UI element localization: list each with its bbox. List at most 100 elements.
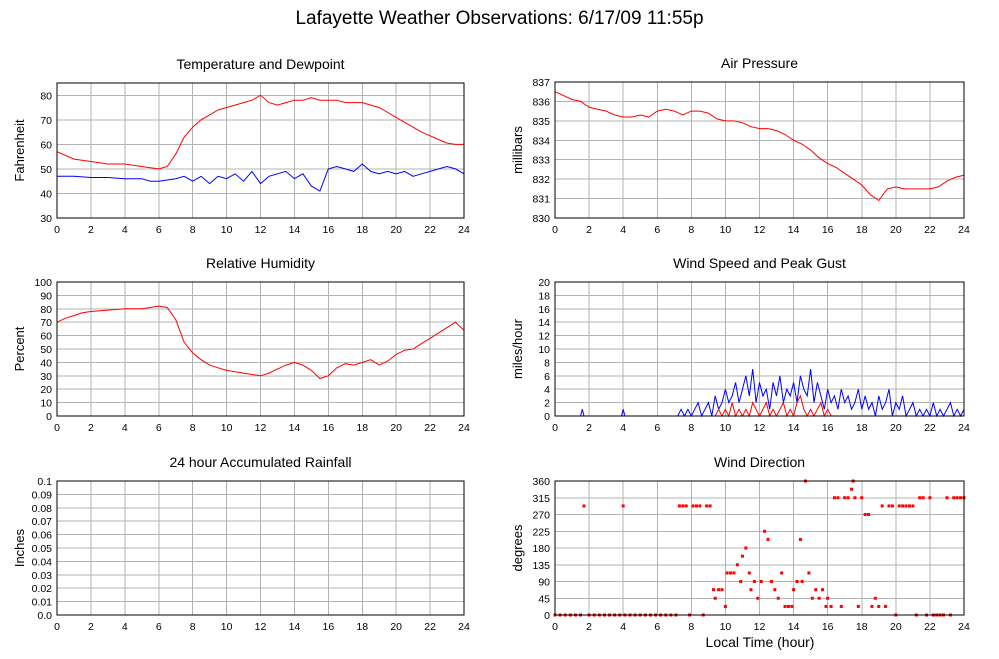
data-point xyxy=(821,588,825,592)
x-tick-label: 10 xyxy=(221,422,233,434)
data-point xyxy=(795,580,799,583)
y-tick-label: 20 xyxy=(40,384,52,396)
y-tick-label: 0.0 xyxy=(37,610,52,622)
y-tick-label: 832 xyxy=(532,174,550,186)
y-tick-label: 0 xyxy=(46,411,52,423)
data-point xyxy=(776,596,780,600)
data-point xyxy=(921,496,925,500)
y-tick-label: 0.08 xyxy=(32,503,53,515)
data-point xyxy=(810,596,814,600)
data-point xyxy=(807,571,811,575)
x-tick-label: 16 xyxy=(822,224,834,236)
x-tick-label: 10 xyxy=(720,224,732,236)
x-tick-label: 6 xyxy=(654,422,660,434)
x-tick-label: 20 xyxy=(890,224,902,236)
data-point xyxy=(732,571,736,575)
x-tick-label: 18 xyxy=(856,621,868,633)
x-tick-label: 16 xyxy=(822,621,834,633)
x-tick-label: 22 xyxy=(424,422,436,434)
x-tick-label: 24 xyxy=(458,422,470,434)
data-point xyxy=(681,504,685,508)
x-tick-label: 12 xyxy=(754,621,766,633)
plot-frame xyxy=(554,81,965,219)
series-line-1 xyxy=(57,163,465,192)
data-point xyxy=(792,588,796,592)
data-point xyxy=(783,604,787,608)
data-point xyxy=(817,596,821,600)
x-tick-label: 4 xyxy=(620,422,626,434)
x-tick-label: 18 xyxy=(856,422,868,434)
data-point xyxy=(945,496,949,500)
y-tick-label: 0.06 xyxy=(32,530,53,542)
data-point xyxy=(684,504,688,508)
y-tick-label: 8 xyxy=(544,357,550,369)
data-point xyxy=(826,596,830,600)
y-tick-label: 70 xyxy=(40,317,52,329)
x-tick-label: 2 xyxy=(586,621,592,633)
y-tick-label: 180 xyxy=(532,543,550,555)
data-point xyxy=(832,496,836,500)
x-tick-label: 20 xyxy=(890,621,902,633)
x-tick-label: 10 xyxy=(720,621,732,633)
data-point xyxy=(752,580,756,583)
plot-frame xyxy=(554,480,965,616)
x-tick-label: 6 xyxy=(156,422,162,434)
y-tick-label: 0.03 xyxy=(32,570,53,582)
plot-frame xyxy=(56,82,465,219)
data-point xyxy=(735,563,739,567)
y-tick-label: 18 xyxy=(538,290,550,302)
page-title: Lafayette Weather Observations: 6/17/09 … xyxy=(295,8,704,29)
x-tick-label: 18 xyxy=(356,621,368,633)
chart-title: Air Pressure xyxy=(721,55,798,71)
data-point xyxy=(901,504,905,508)
y-tick-label: 0.07 xyxy=(32,516,53,528)
data-point xyxy=(769,580,773,583)
y-axis-label: millibars xyxy=(510,126,525,174)
data-point xyxy=(756,596,760,600)
data-point xyxy=(713,596,717,600)
y-tick-label: 0 xyxy=(544,610,550,622)
x-tick-label: 10 xyxy=(221,224,233,236)
y-tick-label: 225 xyxy=(532,526,550,538)
x-tick-label: 8 xyxy=(190,422,196,434)
data-point xyxy=(725,571,729,575)
data-point xyxy=(850,487,854,491)
x-tick-label: 2 xyxy=(586,422,592,434)
y-tick-label: 0 xyxy=(544,411,550,423)
data-point xyxy=(800,580,804,583)
chart-title: Relative Humidity xyxy=(206,255,315,271)
y-tick-label: 50 xyxy=(40,164,52,176)
y-tick-label: 100 xyxy=(34,277,52,289)
x-tick-label: 14 xyxy=(788,224,800,236)
data-point xyxy=(887,504,891,508)
series-line-0 xyxy=(56,305,465,380)
chart-title: 24 hour Accumulated Rainfall xyxy=(169,454,351,470)
y-tick-label: 10 xyxy=(538,344,550,356)
y-tick-label: 315 xyxy=(532,493,550,505)
x-tick-label: 12 xyxy=(255,422,267,434)
x-tick-label: 4 xyxy=(122,224,128,236)
x-tick-label: 18 xyxy=(856,224,868,236)
data-point xyxy=(766,537,770,541)
x-tick-label: 6 xyxy=(156,224,162,236)
x-tick-label: 6 xyxy=(156,621,162,633)
data-point xyxy=(717,588,721,592)
x-tick-label: 4 xyxy=(620,224,626,236)
y-tick-label: 14 xyxy=(538,317,550,329)
data-point xyxy=(880,504,884,508)
y-tick-label: 836 xyxy=(532,96,550,108)
data-point xyxy=(790,604,794,608)
data-point xyxy=(846,496,850,500)
y-tick-label: 6 xyxy=(544,371,550,383)
data-point xyxy=(952,496,956,500)
data-point xyxy=(853,496,857,500)
y-tick-label: 831 xyxy=(532,194,550,206)
y-tick-label: 0.05 xyxy=(32,543,53,555)
x-tick-label: 18 xyxy=(356,422,368,434)
y-axis-label: Percent xyxy=(12,326,27,371)
x-tick-label: 2 xyxy=(88,621,94,633)
